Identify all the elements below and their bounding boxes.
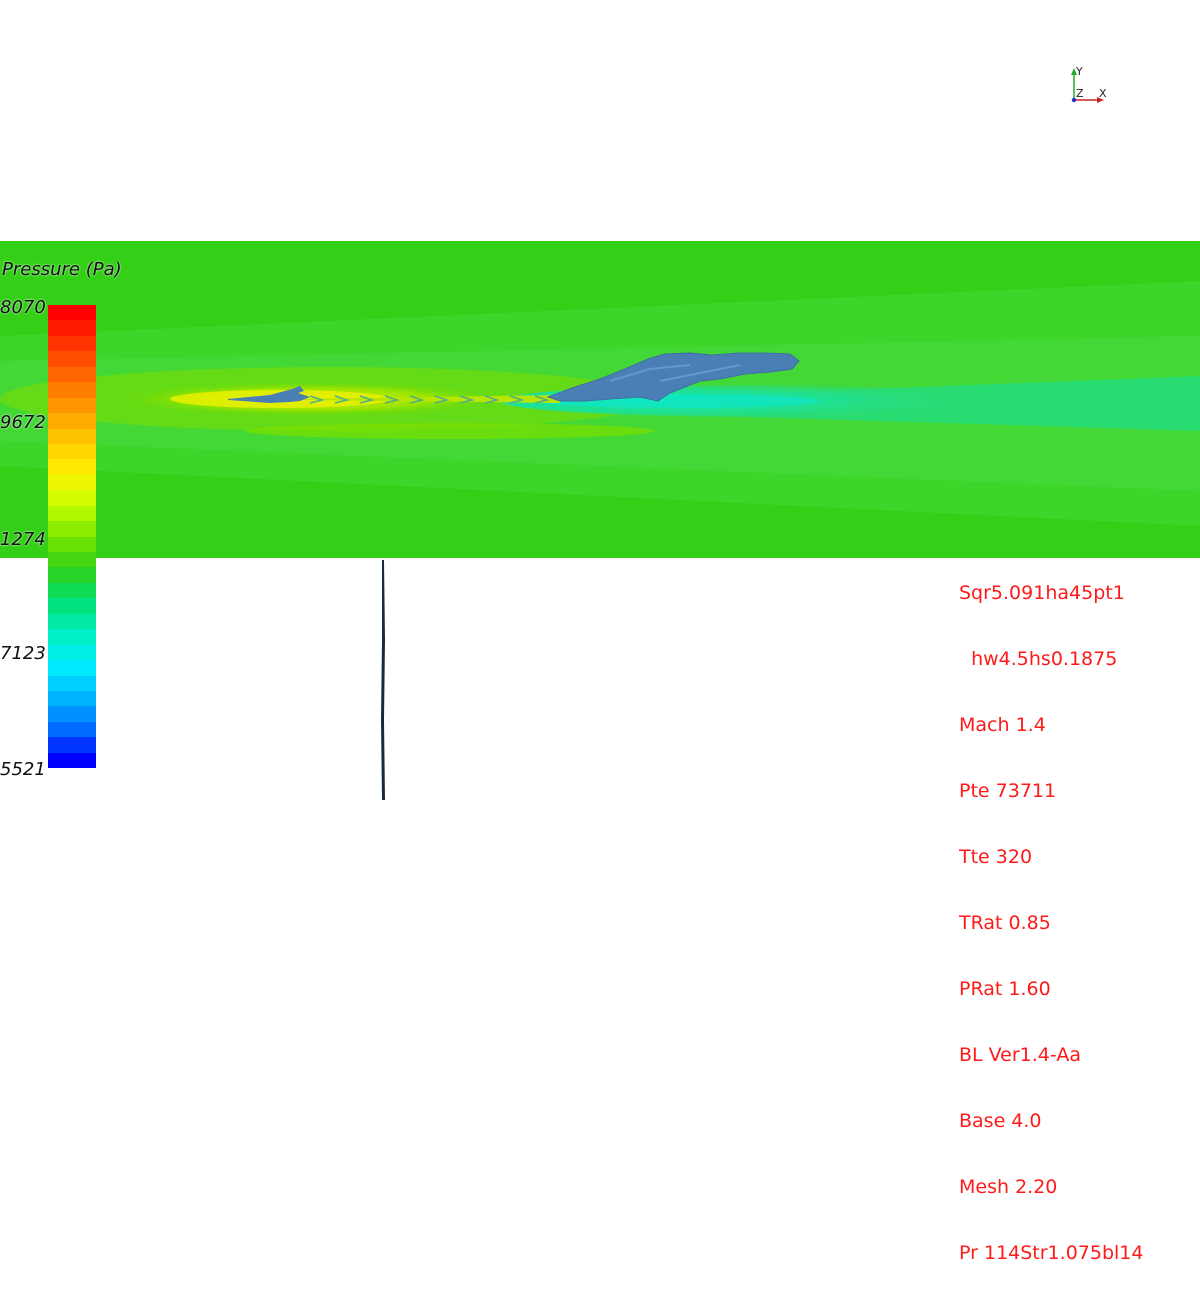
axis-z-label: Z — [1076, 87, 1084, 100]
colorbar-band — [48, 690, 96, 707]
info-line: PRat 1.60 — [959, 978, 1051, 1000]
colorbar-band — [48, 474, 96, 491]
colorbar-band — [48, 752, 96, 769]
colorbar-band — [48, 644, 96, 661]
colorbar-band — [48, 706, 96, 722]
info-line: hw4.5hs0.1875 — [959, 648, 1118, 670]
info-line: Pte 73711 — [959, 780, 1057, 802]
colorbar-band — [48, 459, 96, 475]
colorbar-band — [48, 675, 96, 691]
info-line: Base 4.0 — [959, 1110, 1042, 1132]
orientation-axes-widget[interactable]: Y Z X — [1066, 62, 1114, 110]
colorbar-band — [48, 351, 96, 367]
info-line: Mesh 2.20 — [959, 1176, 1058, 1198]
legend-tick: 9672 — [0, 412, 46, 433]
colorbar-band — [48, 536, 96, 552]
colorbar-band — [48, 660, 96, 676]
case-parameters-annotation: Sqr5.091ha45pt1 hw4.5hs0.1875 Mach 1.4 P… — [959, 538, 1143, 1308]
colorbar-band — [48, 382, 96, 398]
colorbar-band — [48, 552, 96, 568]
colorbar-band — [48, 737, 96, 753]
axes-triad-icon — [1071, 68, 1104, 103]
legend-tick-min: 5521 — [0, 759, 46, 780]
info-line: Tte 320 — [959, 846, 1033, 868]
pressure-colorbar — [48, 305, 96, 769]
colorbar-band — [48, 598, 96, 614]
probe-stem — [381, 560, 385, 800]
info-line: Mach 1.4 — [959, 714, 1046, 736]
colorbar-band — [48, 320, 96, 336]
colorbar-band — [48, 721, 96, 738]
colorbar-band — [48, 505, 96, 522]
colorbar-band — [48, 443, 96, 460]
colorbar-band — [48, 567, 96, 583]
render-viewport[interactable]: Pressure (Pa) 8070 9672 1274 7123 5521 S… — [0, 0, 1200, 1264]
axis-x-label: X — [1099, 87, 1107, 100]
info-line: BL Ver1.4-Aa — [959, 1044, 1081, 1066]
axis-y-label: Y — [1076, 65, 1083, 78]
legend-title: Pressure (Pa) — [2, 259, 122, 280]
colorbar-band — [48, 629, 96, 645]
info-line: Pr 114Str1.075bl14 — [959, 1242, 1144, 1264]
colorbar-band — [48, 305, 96, 321]
pressure-field-slice — [0, 241, 1200, 558]
colorbar-band — [48, 397, 96, 414]
legend-tick-max: 8070 — [0, 297, 46, 318]
nozzle-isosurface — [228, 386, 310, 403]
legend-tick: 1274 — [0, 529, 46, 550]
colorbar-band — [48, 490, 96, 506]
colorbar-band — [48, 428, 96, 444]
colorbar-band — [48, 413, 96, 429]
colorbar-band — [48, 366, 96, 383]
info-line: TRat 0.85 — [959, 912, 1051, 934]
legend-tick: 7123 — [0, 643, 46, 664]
colorbar-band — [48, 521, 96, 537]
colorbar-band — [48, 582, 96, 599]
jet-shock-cells — [300, 395, 560, 404]
colorbar-band — [48, 335, 96, 352]
info-line: Sqr5.091ha45pt1 — [959, 582, 1125, 604]
colorbar-band — [48, 613, 96, 630]
